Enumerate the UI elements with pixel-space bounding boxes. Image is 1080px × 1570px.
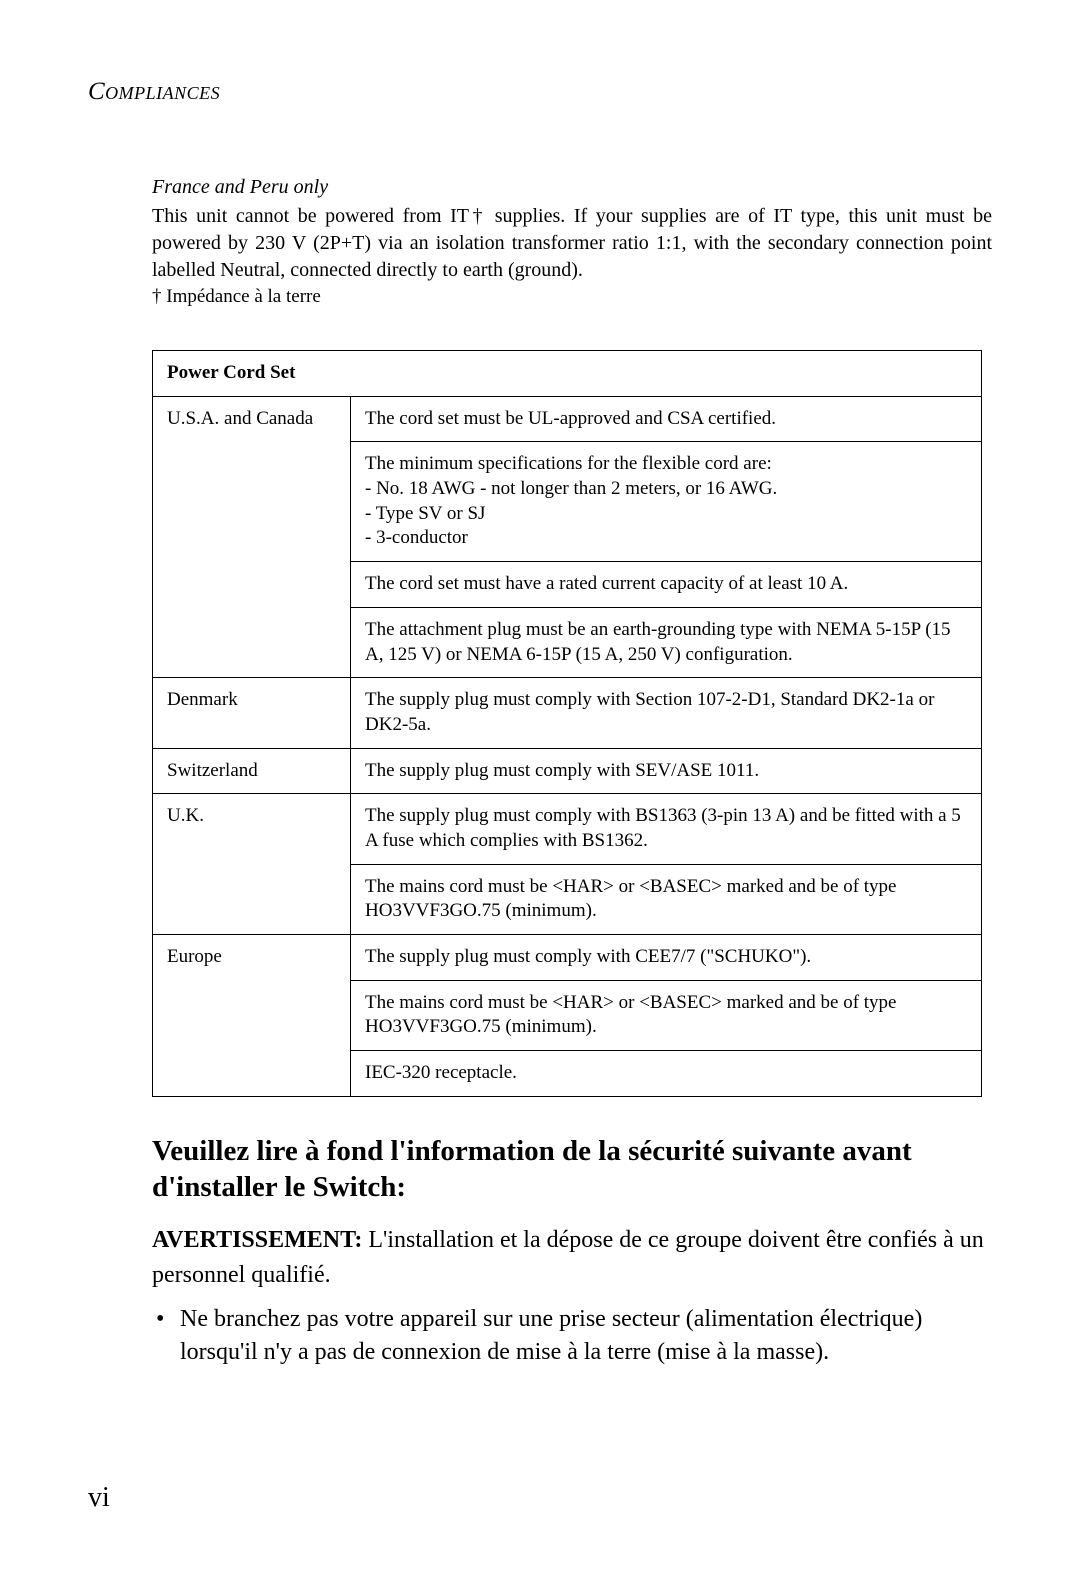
table-header: Power Cord Set xyxy=(153,351,982,397)
table-row: SwitzerlandThe supply plug must comply w… xyxy=(153,748,982,794)
table-spec-cell: The supply plug must comply with CEE7/7 … xyxy=(351,935,982,981)
france-peru-title: France and Peru only xyxy=(152,176,992,199)
table-spec-cell: The supply plug must comply with BS1363 … xyxy=(351,794,982,864)
bullet-list: Ne branchez pas votre appareil sur une p… xyxy=(152,1303,992,1370)
running-head: Compliances xyxy=(88,78,992,106)
table-spec-cell: The minimum specifications for the flexi… xyxy=(351,442,982,562)
table-country-cell: U.S.A. and Canada xyxy=(153,396,351,678)
power-cord-table: Power Cord Set U.S.A. and CanadaThe cord… xyxy=(152,350,982,1097)
table-country-cell: Switzerland xyxy=(153,748,351,794)
warning-paragraph: AVERTISSEMENT: L'installation et la dépo… xyxy=(152,1223,992,1293)
table-spec-cell: The supply plug must comply with Section… xyxy=(351,678,982,748)
warning-lead: AVERTISSEMENT: xyxy=(152,1227,362,1253)
table-spec-cell: IEC-320 receptacle. xyxy=(351,1051,982,1097)
table-row: DenmarkThe supply plug must comply with … xyxy=(153,678,982,748)
table-row: EuropeThe supply plug must comply with C… xyxy=(153,935,982,981)
section-heading: Veuillez lire à fond l'information de la… xyxy=(152,1133,992,1206)
table-spec-cell: The mains cord must be <HAR> or <BASEC> … xyxy=(351,980,982,1050)
table-spec-cell: The attachment plug must be an earth-gro… xyxy=(351,607,982,677)
page: Compliances France and Peru only This un… xyxy=(0,0,1080,1570)
list-item: Ne branchez pas votre appareil sur une p… xyxy=(152,1303,992,1370)
table-spec-cell: The supply plug must comply with SEV/ASE… xyxy=(351,748,982,794)
table-country-cell: Europe xyxy=(153,935,351,1097)
table-spec-cell: The cord set must be UL-approved and CSA… xyxy=(351,396,982,442)
france-peru-body: This unit cannot be powered from IT† sup… xyxy=(152,203,992,284)
table-row: U.S.A. and CanadaThe cord set must be UL… xyxy=(153,396,982,442)
table-header-row: Power Cord Set xyxy=(153,351,982,397)
page-number: vi xyxy=(88,1482,110,1514)
france-peru-footnote: † Impédance à la terre xyxy=(152,286,992,308)
table-country-cell: Denmark xyxy=(153,678,351,748)
table-spec-cell: The cord set must have a rated current c… xyxy=(351,562,982,608)
table-row: U.K.The supply plug must comply with BS1… xyxy=(153,794,982,864)
table-country-cell: U.K. xyxy=(153,794,351,935)
table-spec-cell: The mains cord must be <HAR> or <BASEC> … xyxy=(351,864,982,934)
